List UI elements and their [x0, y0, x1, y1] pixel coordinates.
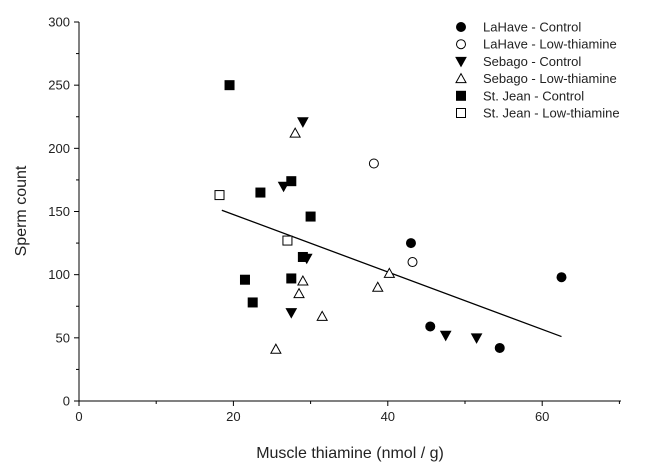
- y-tick-label: 200: [48, 141, 70, 156]
- data-point: [556, 272, 567, 283]
- data-point: [305, 211, 316, 222]
- data-point: [277, 181, 290, 193]
- data-point: [214, 190, 225, 201]
- legend-marker: [456, 90, 466, 101]
- x-tick-label: 40: [381, 409, 395, 424]
- data-point: [383, 267, 396, 278]
- y-tick-label: 300: [48, 15, 70, 30]
- legend-label: Sebago - Control: [483, 54, 581, 69]
- data-point: [239, 274, 250, 285]
- data-point: [439, 330, 452, 342]
- data-point: [255, 187, 266, 198]
- legend: LaHave - Control LaHave - Low-thiamine Seb…: [455, 20, 620, 121]
- data-point: [470, 333, 483, 344]
- data-point: [289, 127, 302, 138]
- legend-label: St. Jean - Low-thiamine: [483, 106, 620, 121]
- y-tick-label: 150: [48, 204, 70, 219]
- legend-marker: [456, 39, 466, 50]
- data-point: [407, 257, 418, 268]
- data-point: [247, 297, 258, 308]
- y-tick-label: 100: [48, 267, 70, 282]
- x-tick-label: 20: [226, 409, 240, 424]
- data-point: [285, 308, 298, 319]
- legend-marker: [455, 56, 467, 68]
- data-point: [297, 117, 309, 128]
- data-points: [214, 80, 567, 354]
- legend-label: LaHave - Low-thiamine: [483, 37, 617, 52]
- x-axis-title: Muscle thiamine (nmol / g): [256, 445, 444, 462]
- data-point: [224, 80, 235, 91]
- data-point: [316, 310, 329, 321]
- data-point: [425, 321, 436, 332]
- x-tick-label: 0: [75, 409, 82, 424]
- y-tick-label: 50: [56, 330, 70, 345]
- legend-label: LaHave - Control: [483, 20, 581, 35]
- data-point: [297, 274, 309, 286]
- data-point: [297, 251, 308, 262]
- legend-marker: [455, 72, 467, 84]
- legend-label: St. Jean - Control: [483, 88, 584, 103]
- data-point: [270, 343, 282, 354]
- data-point: [494, 342, 505, 353]
- legend-marker: [456, 22, 466, 32]
- y-tick-label: 250: [48, 78, 70, 93]
- data-point: [368, 158, 379, 169]
- ticks: 0 20 40 60 0 50 100 150 200 250 300: [48, 15, 620, 424]
- data-point: [405, 238, 416, 249]
- data-point: [282, 235, 293, 246]
- data-point: [286, 176, 297, 187]
- data-point: [286, 273, 297, 284]
- data-point: [371, 281, 384, 292]
- legend-label: Sebago - Low-thiamine: [483, 71, 617, 86]
- data-point: [293, 287, 305, 299]
- x-tick-label: 60: [535, 409, 549, 424]
- y-tick-label: 0: [63, 394, 70, 409]
- y-axis-title: Sperm count: [13, 165, 30, 256]
- legend-marker: [456, 108, 466, 118]
